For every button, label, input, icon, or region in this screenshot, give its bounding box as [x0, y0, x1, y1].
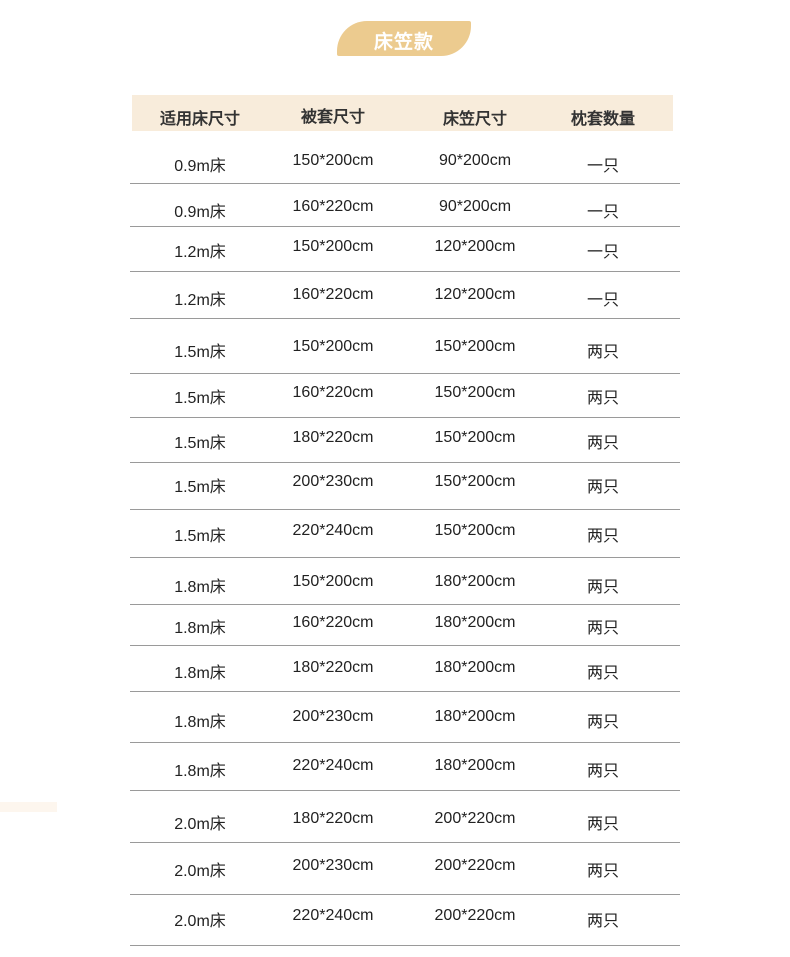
- table-cell: 180*200cm: [434, 573, 516, 590]
- table-cell: 两只: [586, 816, 619, 833]
- column-header: 床笠尺寸: [442, 111, 507, 128]
- table-cell: 150*200cm: [434, 384, 516, 401]
- table-cell: 150*200cm: [434, 522, 516, 539]
- table-cell: 1.2m床: [174, 244, 226, 261]
- table-cell: 160*220cm: [292, 384, 374, 401]
- row-divider: [130, 271, 680, 272]
- table-cell: 200*230cm: [292, 473, 374, 490]
- table-cell: 150*200cm: [292, 152, 374, 169]
- table-cell: 1.5m床: [174, 528, 226, 545]
- table-cell: 150*200cm: [292, 338, 374, 355]
- table-cell: 200*230cm: [292, 708, 374, 725]
- table-cell: 200*220cm: [434, 857, 516, 874]
- table-cell: 150*200cm: [434, 429, 516, 446]
- table-cell: 220*240cm: [292, 522, 374, 539]
- table-cell: 2.0m床: [174, 816, 226, 833]
- table-cell: 200*220cm: [434, 810, 516, 827]
- column-header: 被套尺寸: [300, 109, 365, 126]
- table-cell: 一只: [586, 292, 619, 309]
- table-cell: 1.8m床: [174, 579, 226, 596]
- table-cell: 两只: [586, 390, 619, 407]
- table-cell: 1.8m床: [174, 665, 226, 682]
- row-divider: [130, 945, 680, 946]
- section-badge: 床笠款: [337, 21, 471, 56]
- table-cell: 150*200cm: [292, 238, 374, 255]
- table-cell: 120*200cm: [434, 286, 516, 303]
- table-header: [132, 95, 673, 131]
- row-divider: [130, 557, 680, 558]
- row-divider: [130, 645, 680, 646]
- row-divider: [130, 462, 680, 463]
- table-cell: 220*240cm: [292, 757, 374, 774]
- table-cell: 一只: [586, 158, 619, 175]
- table-cell: 两只: [586, 714, 619, 731]
- row-divider: [130, 373, 680, 374]
- table-cell: 两只: [586, 344, 619, 361]
- table-cell: 220*240cm: [292, 907, 374, 924]
- table-cell: 90*200cm: [438, 152, 512, 169]
- table-cell: 两只: [586, 620, 619, 637]
- row-divider: [130, 509, 680, 510]
- table-cell: 2.0m床: [174, 913, 226, 930]
- table-cell: 150*200cm: [434, 473, 516, 490]
- table-cell: 180*200cm: [434, 659, 516, 676]
- table-cell: 180*220cm: [292, 659, 374, 676]
- row-divider: [130, 604, 680, 605]
- table-cell: 两只: [586, 665, 619, 682]
- row-divider: [130, 842, 680, 843]
- table-cell: 180*220cm: [292, 429, 374, 446]
- column-header: 适用床尺寸: [159, 111, 240, 128]
- table-cell: 两只: [586, 479, 619, 496]
- table-cell: 两只: [586, 528, 619, 545]
- table-cell: 0.9m床: [174, 204, 226, 221]
- table-cell: 两只: [586, 913, 619, 930]
- table-cell: 160*220cm: [292, 614, 374, 631]
- table-cell: 200*230cm: [292, 857, 374, 874]
- table-cell: 200*220cm: [434, 907, 516, 924]
- table-cell: 160*220cm: [292, 198, 374, 215]
- table-cell: 1.5m床: [174, 390, 226, 407]
- table-cell: 两只: [586, 763, 619, 780]
- row-divider: [130, 318, 680, 319]
- table-cell: 180*200cm: [434, 757, 516, 774]
- table-cell: 180*220cm: [292, 810, 374, 827]
- table-cell: 90*200cm: [438, 198, 512, 215]
- row-divider: [130, 790, 680, 791]
- table-cell: 两只: [586, 435, 619, 452]
- table-cell: 1.2m床: [174, 292, 226, 309]
- table-cell: 1.5m床: [174, 344, 226, 361]
- row-divider: [130, 183, 680, 184]
- table-cell: 150*200cm: [292, 573, 374, 590]
- section-title: 床笠款: [373, 32, 434, 53]
- table-cell: 两只: [586, 579, 619, 596]
- table-cell: 150*200cm: [434, 338, 516, 355]
- table-cell: 1.5m床: [174, 435, 226, 452]
- table-cell: 0.9m床: [174, 158, 226, 175]
- table-cell: 1.5m床: [174, 479, 226, 496]
- table-cell: 1.8m床: [174, 763, 226, 780]
- table-cell: 2.0m床: [174, 863, 226, 880]
- table-cell: 160*220cm: [292, 286, 374, 303]
- row-divider: [130, 226, 680, 227]
- table-cell: 180*200cm: [434, 614, 516, 631]
- table-cell: 两只: [586, 863, 619, 880]
- decorative-strip: [0, 802, 57, 812]
- table-cell: 一只: [586, 204, 619, 221]
- row-divider: [130, 742, 680, 743]
- table-cell: 1.8m床: [174, 620, 226, 637]
- table-cell: 120*200cm: [434, 238, 516, 255]
- row-divider: [130, 894, 680, 895]
- table-cell: 1.8m床: [174, 714, 226, 731]
- table-cell: 180*200cm: [434, 708, 516, 725]
- table-cell: 一只: [586, 244, 619, 261]
- row-divider: [130, 417, 680, 418]
- row-divider: [130, 691, 680, 692]
- column-header: 枕套数量: [570, 111, 635, 128]
